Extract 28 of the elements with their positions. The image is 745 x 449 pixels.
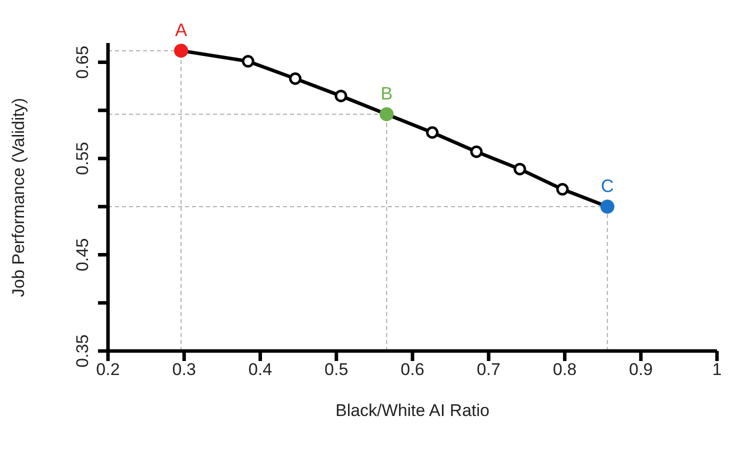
point [426,126,439,139]
series-label: C [600,176,614,196]
x-tick-label: 0.8 [552,360,577,380]
x-tick-label: 0.2 [96,360,120,380]
x-tick-label: 0.6 [400,360,424,380]
y-tick-label: 0.45 [73,238,92,272]
point [380,107,394,122]
y-tick-label: 0.55 [73,142,92,176]
y-tick-label: 0.65 [73,46,92,79]
point [470,146,483,158]
series-label: B [380,84,393,104]
y-axis-title: Job Performance (Validity) [9,98,28,297]
x-axis-title: Black/White AI Ratio [335,401,490,420]
point [174,44,188,58]
point [289,72,302,85]
x-tick-label: 0.7 [476,360,500,380]
y-tick-label: 0.35 [73,334,92,368]
point [334,90,348,102]
series-label: A [175,20,188,40]
point [514,162,526,176]
point [242,55,254,68]
x-tick-label: 0.4 [248,360,272,380]
x-tick-label: 0.3 [172,360,196,380]
x-tick-label: 1 [712,360,722,380]
x-tick-label: 0.5 [324,360,348,380]
x-tick-label: 0.9 [629,360,653,380]
point [556,183,569,196]
point [600,200,614,214]
